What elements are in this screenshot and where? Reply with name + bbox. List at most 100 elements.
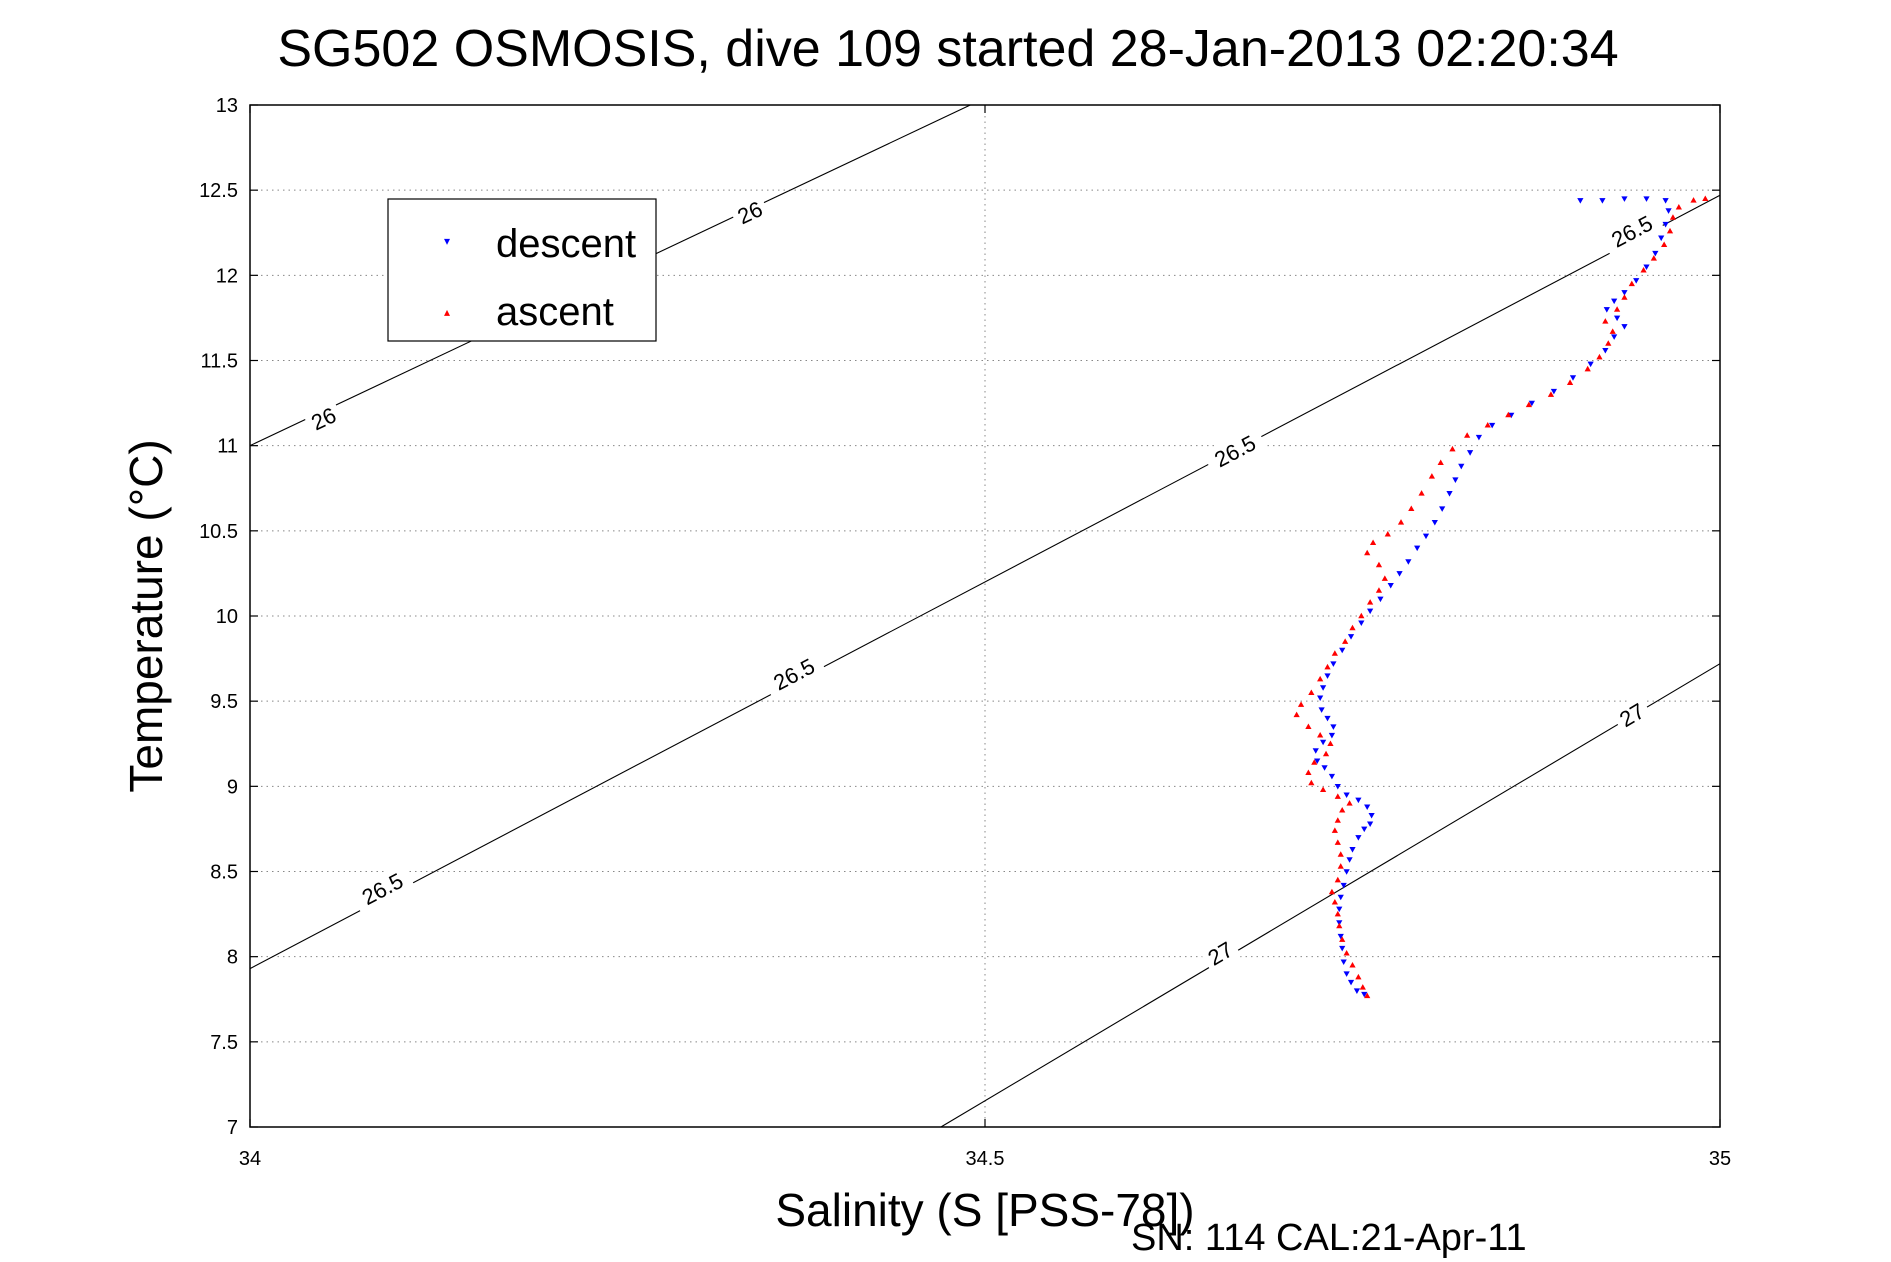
ascent-point [1525, 401, 1533, 408]
descent-point [1387, 583, 1394, 589]
ascent-point [1322, 750, 1330, 757]
ascent-point [1349, 624, 1356, 631]
y-tick-label: 7.5 [210, 1032, 238, 1054]
ascent-point [1464, 432, 1471, 438]
descent-point [1621, 290, 1628, 296]
contour-label-background [1610, 694, 1654, 735]
descent-point [1643, 196, 1650, 202]
descent-point [1633, 278, 1640, 284]
ascent-point [1437, 459, 1444, 466]
chart-title: SG502 OSMOSIS, dive 109 started 28-Jan-2… [277, 20, 1618, 78]
ascent-point [1305, 723, 1312, 730]
descent-point [1343, 971, 1350, 977]
y-tick-label: 10 [216, 606, 238, 628]
descent-point [1340, 882, 1347, 889]
ascent-point [1449, 445, 1456, 452]
descent-point [1422, 533, 1430, 540]
ascent-point [1339, 936, 1346, 942]
legend-ascent-label: ascent [496, 290, 614, 334]
ascent-point [1331, 898, 1338, 905]
descent-point [1367, 821, 1374, 828]
ascent-point [1337, 863, 1344, 869]
ascent-point [1308, 689, 1315, 695]
descent-point [1613, 315, 1621, 322]
descent-point [1324, 715, 1331, 722]
descent-point [1337, 894, 1344, 901]
ascent-point [1690, 197, 1697, 203]
ascent-point [1364, 992, 1371, 999]
ascent-point [1675, 203, 1682, 210]
descent-series [1312, 196, 1672, 998]
descent-point [1643, 264, 1650, 271]
descent-point [1611, 298, 1618, 305]
descent-point [1431, 520, 1438, 526]
ascent-point [1484, 422, 1491, 428]
descent-point [1458, 463, 1465, 470]
descent-point [1396, 571, 1403, 577]
descent-point [1339, 945, 1346, 952]
descent-point [1611, 334, 1618, 340]
descent-point [1347, 979, 1355, 986]
descent-point [1361, 826, 1368, 833]
ascent-point [1547, 391, 1555, 397]
ascent-point [1609, 328, 1616, 334]
descent-point [1339, 647, 1346, 654]
y-tick-label: 10.5 [199, 521, 238, 543]
descent-point [1330, 724, 1337, 730]
descent-point [1662, 221, 1669, 228]
descent-point [1602, 347, 1609, 354]
ascent-point [1384, 531, 1391, 537]
ascent-point [1334, 793, 1341, 799]
descent-point [1528, 400, 1535, 407]
ascent-point [1331, 827, 1338, 833]
ascent-point [1327, 740, 1334, 747]
serial-calibration-label: SN: 114 CAL:21-Apr-11 [1131, 1217, 1527, 1259]
ascent-series [1293, 195, 1709, 999]
descent-point [1665, 208, 1672, 214]
ascent-point [1640, 267, 1647, 273]
ascent-point [1324, 663, 1331, 670]
contour-label-background [761, 648, 827, 700]
ascent-point [1375, 561, 1383, 568]
y-tick-label: 9 [227, 776, 238, 798]
descent-point [1621, 196, 1628, 202]
ascent-point [1418, 490, 1425, 496]
contour-label-background [1198, 933, 1242, 974]
ascent-point [1334, 817, 1341, 823]
ascent-point [1342, 638, 1349, 644]
legend-ascent-marker: ▴ [444, 305, 450, 319]
ascent-point [1297, 701, 1305, 707]
contour-label-background [302, 399, 345, 438]
descent-point [1377, 596, 1384, 603]
descent-point [1343, 792, 1350, 799]
descent-point [1439, 506, 1446, 512]
ascent-point [1505, 411, 1512, 418]
ascent-point [1613, 306, 1621, 312]
y-tick-label: 13 [216, 95, 238, 117]
y-tick-label: 7 [227, 1117, 238, 1139]
contour-label-background [1202, 425, 1268, 477]
ascent-point [1358, 612, 1365, 619]
ascent-point [1334, 876, 1341, 883]
descent-point [1662, 198, 1669, 204]
descent-point [1550, 388, 1558, 395]
ascent-point [1369, 539, 1377, 546]
descent-point [1328, 773, 1336, 780]
descent-point [1368, 812, 1375, 819]
descent-point [1337, 933, 1344, 940]
contour-label-background [1599, 205, 1665, 257]
descent-point [1621, 324, 1628, 330]
ascent-point [1317, 732, 1324, 738]
y-tick-label: 12.5 [199, 180, 238, 202]
y-tick-label: 9.5 [210, 691, 238, 713]
descent-point [1353, 988, 1361, 994]
descent-point [1587, 361, 1594, 368]
legend: ▾ descent ▴ ascent [387, 198, 657, 342]
descent-point [1364, 804, 1371, 810]
legend-descent-marker: ▾ [444, 234, 450, 248]
y-tick-label: 8.5 [210, 862, 238, 884]
ascent-point [1308, 779, 1315, 786]
descent-point [1446, 491, 1453, 497]
